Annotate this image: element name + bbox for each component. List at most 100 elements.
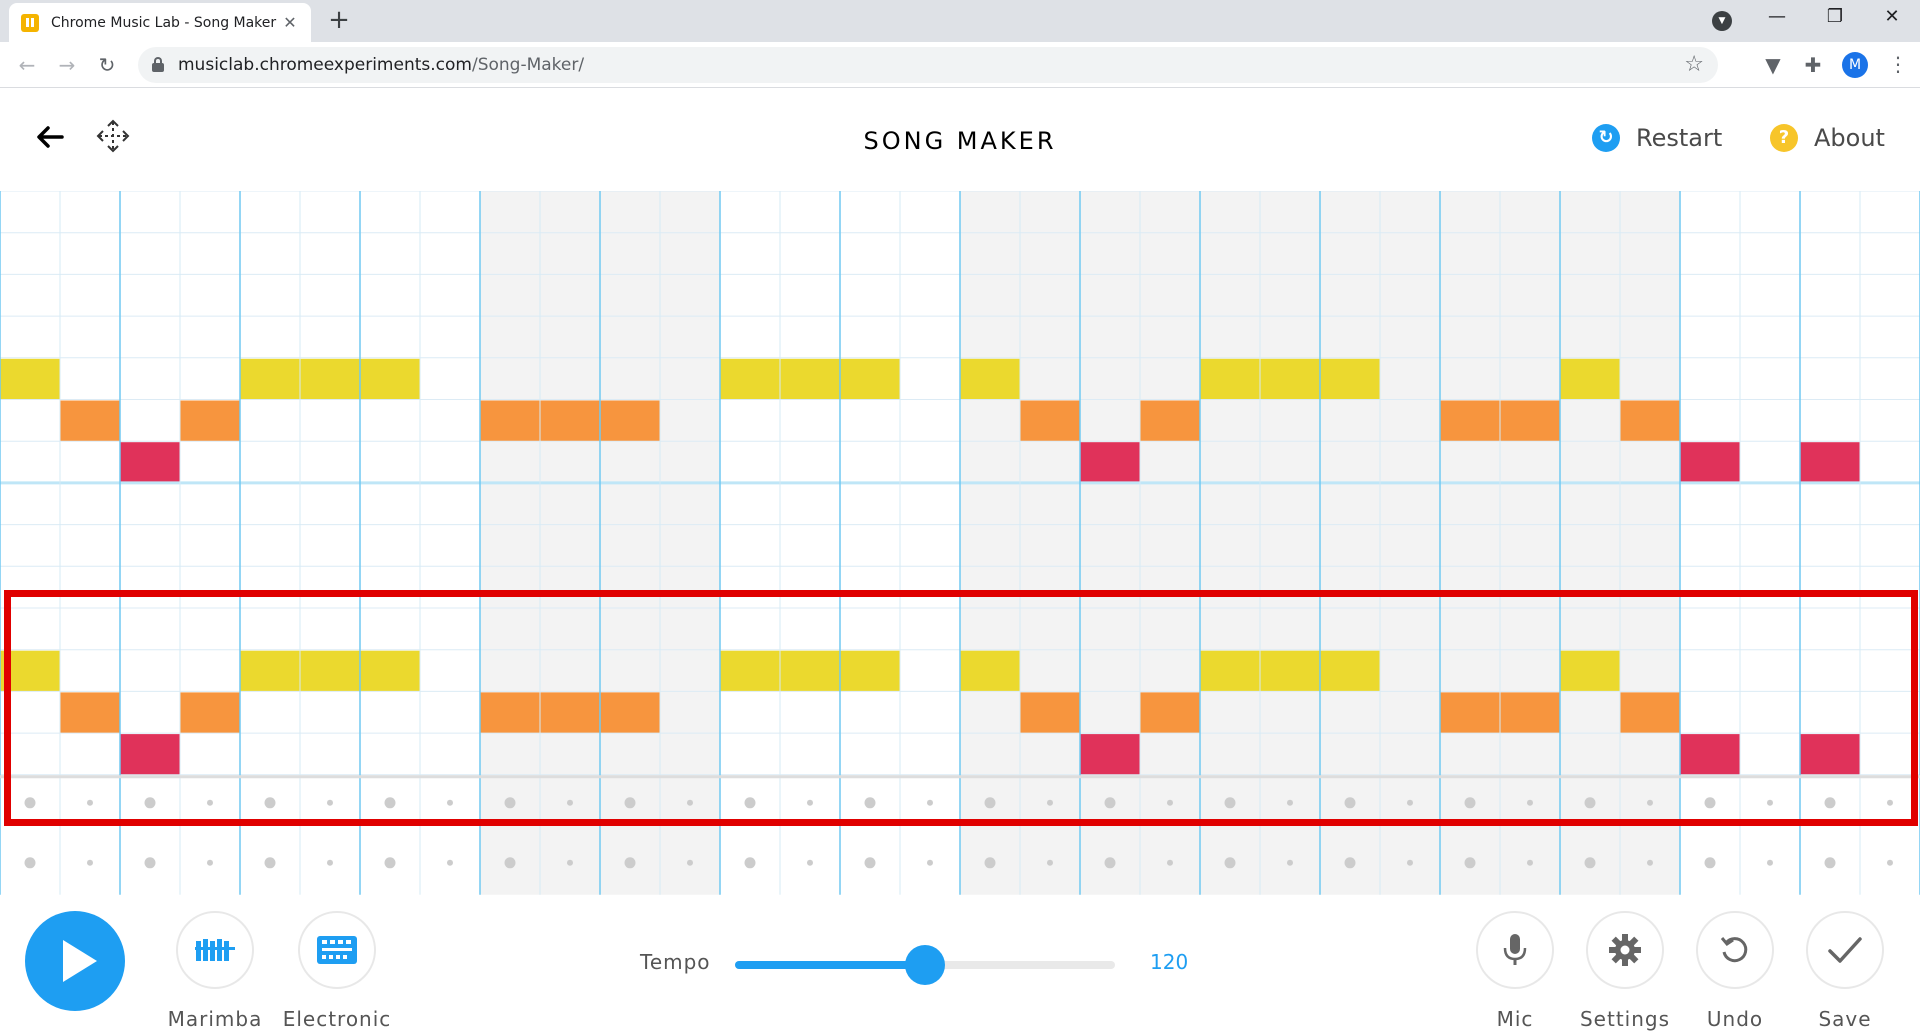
rhythm-dot	[927, 799, 933, 806]
rhythm-dot	[1167, 799, 1173, 806]
new-tab-icon[interactable]: +	[328, 5, 350, 35]
rhythm-dot	[1824, 857, 1836, 869]
lock-icon	[152, 57, 164, 72]
rhythm-dot	[687, 799, 693, 806]
profile-avatar[interactable]: M	[1842, 52, 1868, 78]
rhythm-dot	[744, 857, 756, 869]
note-cell	[960, 358, 1020, 400]
rhythm-dot	[1824, 797, 1836, 809]
close-tab-icon[interactable]: ✕	[283, 13, 297, 32]
rhythm-dot	[567, 859, 573, 866]
bookmark-star-icon[interactable]: ☆	[1684, 52, 1704, 77]
note-cell	[300, 650, 360, 692]
rhythm-dot	[1584, 797, 1596, 809]
note-cell	[360, 650, 420, 692]
rhythm-dot	[504, 857, 516, 869]
undo-label: Undo	[1706, 1007, 1764, 1031]
tempo-slider-fill	[735, 961, 925, 969]
note-grid[interactable]	[0, 191, 1920, 897]
note-cell	[1080, 734, 1140, 775]
note-cell	[960, 650, 1020, 692]
save-button[interactable]: Save	[1806, 911, 1884, 1031]
rhythm-dot	[744, 797, 756, 809]
note-cell	[540, 692, 600, 734]
note-cell	[1200, 358, 1260, 400]
note-cell	[120, 734, 180, 775]
tab-search-icon[interactable]: ▼	[1712, 11, 1732, 31]
back-nav-icon[interactable]: ←	[18, 53, 36, 77]
rhythm-dot	[1407, 799, 1413, 806]
note-cell	[60, 400, 120, 442]
rhythm-dot	[1704, 797, 1716, 809]
browser-tab[interactable]: Chrome Music Lab - Song Maker ✕	[9, 3, 311, 42]
mic-button[interactable]: Mic	[1476, 911, 1554, 1031]
extension-filter-icon[interactable]: ▼	[1765, 53, 1781, 77]
page-title: SONG MAKER	[863, 127, 1057, 155]
note-cell	[180, 692, 240, 734]
close-window-icon[interactable]: ✕	[1884, 6, 1900, 27]
rhythm-dot	[24, 857, 36, 869]
note-cell	[1560, 650, 1620, 692]
tab-title: Chrome Music Lab - Song Maker	[51, 14, 277, 31]
rhythm-dot	[1647, 859, 1653, 866]
undo-button[interactable]: Undo	[1696, 911, 1774, 1031]
save-label: Save	[1818, 1007, 1872, 1031]
electronic-drum-icon	[317, 936, 357, 964]
about-button[interactable]: ? About	[1770, 123, 1885, 153]
restart-icon: ↻	[1592, 124, 1620, 152]
note-cell	[1260, 650, 1320, 692]
rhythm-dot	[927, 859, 933, 866]
rhythm-dot	[264, 857, 276, 869]
note-cell	[480, 400, 540, 442]
reload-icon[interactable]: ↻	[98, 53, 116, 77]
note-cell	[60, 692, 120, 734]
forward-nav-icon[interactable]: →	[58, 53, 76, 77]
rhythm-dot	[1887, 859, 1893, 866]
tempo-slider-thumb[interactable]	[905, 945, 945, 985]
note-cell	[780, 358, 840, 400]
note-cell	[1560, 358, 1620, 400]
note-cell	[1320, 358, 1380, 400]
rhythm-dot	[624, 797, 636, 809]
marimba-icon	[195, 939, 235, 961]
back-arrow-icon[interactable]	[34, 121, 66, 153]
rhythm-dot	[447, 799, 453, 806]
address-bar[interactable]: musiclab.chromeexperiments.com/Song-Make…	[138, 47, 1718, 83]
checkmark-icon	[1828, 937, 1862, 963]
instrument-label: Marimba	[167, 1007, 263, 1031]
note-grid-canvas[interactable]	[0, 191, 1920, 897]
note-cell	[1020, 400, 1080, 442]
note-cell	[1140, 692, 1200, 734]
rhythm-dot	[207, 799, 213, 806]
note-cell	[1200, 650, 1260, 692]
rhythm-dot	[1464, 857, 1476, 869]
settings-label: Settings	[1579, 1007, 1671, 1031]
move-arrows-icon[interactable]	[96, 119, 130, 153]
restore-window-icon[interactable]: ❐	[1826, 6, 1844, 27]
rhythm-dot	[984, 857, 996, 869]
percussion-button[interactable]: Electronic	[283, 911, 390, 1031]
settings-button[interactable]: Settings	[1580, 911, 1669, 1031]
music-lab-favicon-icon	[21, 13, 39, 32]
rhythm-dot	[864, 857, 876, 869]
minimize-icon[interactable]: —	[1768, 6, 1786, 27]
note-cell	[240, 358, 300, 400]
rhythm-dot	[87, 859, 93, 866]
note-cell	[540, 400, 600, 442]
rhythm-dot	[1224, 797, 1236, 809]
note-cell	[300, 358, 360, 400]
extensions-puzzle-icon[interactable]: ✚	[1804, 53, 1822, 77]
tempo-slider[interactable]	[735, 945, 1115, 985]
tempo-value: 120	[1150, 950, 1189, 974]
browser-menu-icon[interactable]: ⋮	[1888, 52, 1908, 76]
rhythm-dot	[384, 857, 396, 869]
play-button[interactable]	[25, 911, 125, 1011]
rhythm-dot	[144, 857, 156, 869]
restart-button[interactable]: ↻ Restart	[1592, 123, 1722, 153]
note-cell	[0, 650, 60, 692]
instrument-button[interactable]: Marimba	[168, 911, 261, 1031]
rhythm-dot	[384, 797, 396, 809]
note-cell	[1080, 442, 1140, 483]
note-cell	[1800, 734, 1860, 775]
rhythm-dot	[1647, 799, 1653, 806]
